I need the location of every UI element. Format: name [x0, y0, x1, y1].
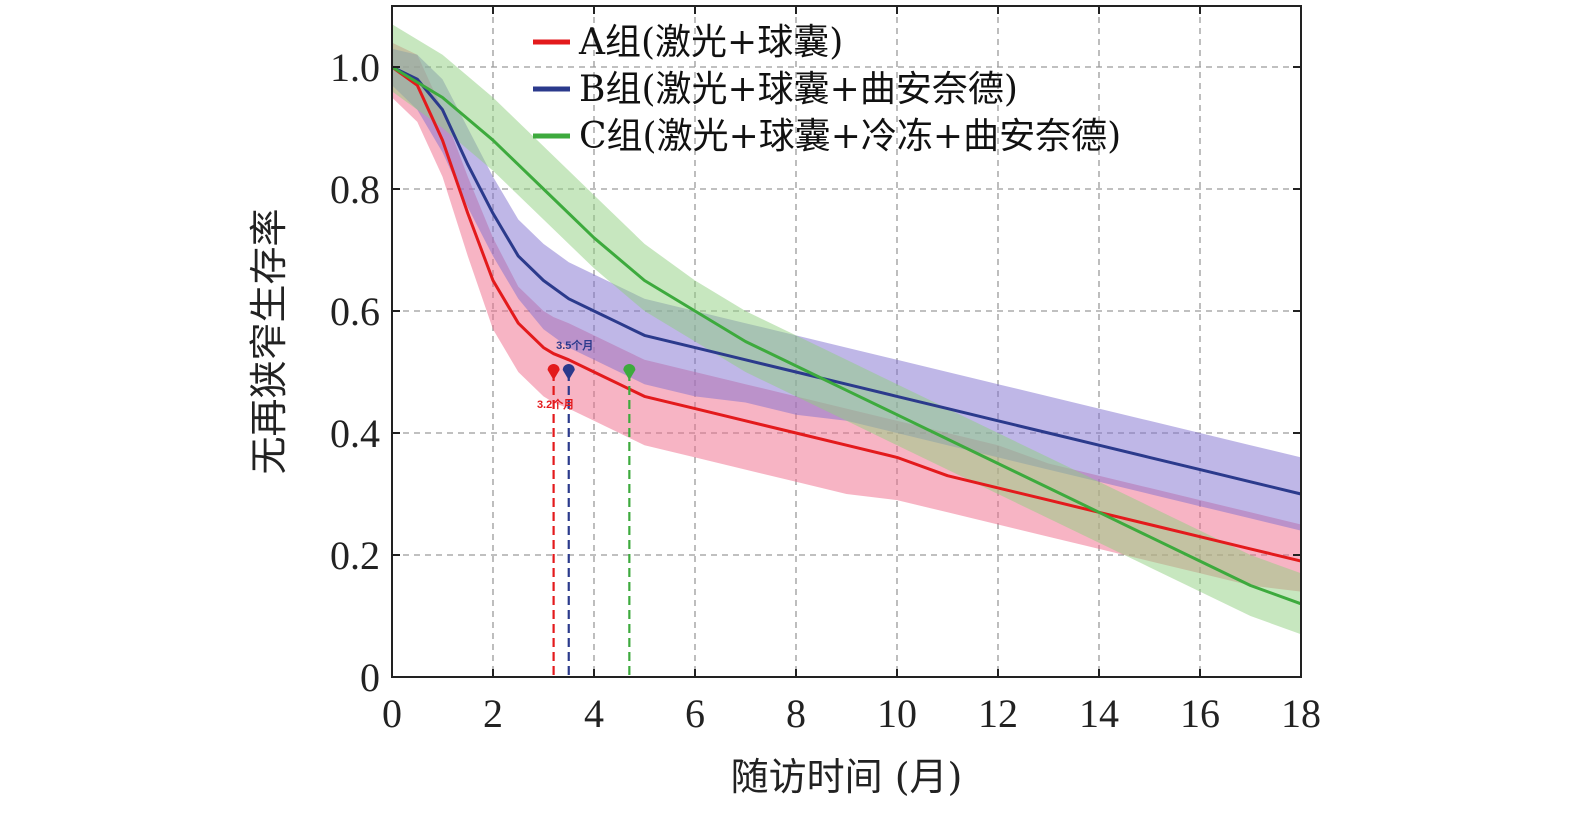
x-tick-label: 2	[483, 691, 503, 736]
median-pin-1	[547, 364, 560, 380]
median-pin-3	[623, 364, 636, 380]
survival-curves	[391, 65, 1302, 606]
series-line-2	[391, 65, 1302, 496]
legend-label-2: B组(激光+球囊+曲安奈德)	[579, 69, 1018, 110]
y-axis-title: 无再狭窄生存率	[247, 208, 291, 474]
plot-frame	[391, 5, 1302, 678]
x-tick-label: 18	[1281, 691, 1321, 736]
confidence-bands	[392, 24, 1301, 635]
legend-label-1: A组(激光+球囊)	[578, 22, 843, 63]
y-tick-label: 0.4	[330, 411, 380, 456]
median-label-b: 3.5个月	[556, 338, 593, 352]
axis-ticks: 0 2 4 6 8 10 12 14 16 18 0 0.2 0.4 0.6 0.8 1.0	[330, 6, 1321, 736]
legend: A组(激光+球囊) B组(激光+球囊+曲安奈德) C组(激光+球囊+冷冻+曲安奈德)	[533, 22, 1121, 157]
x-tick-label: 6	[685, 691, 705, 736]
median-markers: 3.5个月 3.2个月	[537, 338, 636, 677]
x-tick-label: 0	[382, 691, 402, 736]
series-line-3	[391, 65, 1302, 606]
confidence-band-2	[392, 48, 1301, 531]
legend-label-3: C组(激光+球囊+冷冻+曲安奈德)	[579, 116, 1121, 157]
x-tick-label: 10	[877, 691, 917, 736]
y-tick-label: 0	[360, 655, 380, 700]
y-tick-label: 1.0	[330, 45, 380, 90]
y-tick-label: 0.2	[330, 533, 380, 578]
x-tick-label: 4	[584, 691, 604, 736]
x-tick-label: 8	[786, 691, 806, 736]
x-tick-label: 16	[1180, 691, 1220, 736]
median-pin-2	[562, 364, 575, 380]
x-tick-label: 12	[978, 691, 1018, 736]
y-tick-label: 0.6	[330, 289, 380, 334]
x-axis-title: 随访时间 (月)	[731, 755, 963, 799]
y-tick-label: 0.8	[330, 167, 380, 212]
confidence-band-3	[392, 24, 1301, 635]
x-tick-label: 14	[1079, 691, 1119, 736]
median-label-a: 3.2个月	[537, 397, 574, 411]
